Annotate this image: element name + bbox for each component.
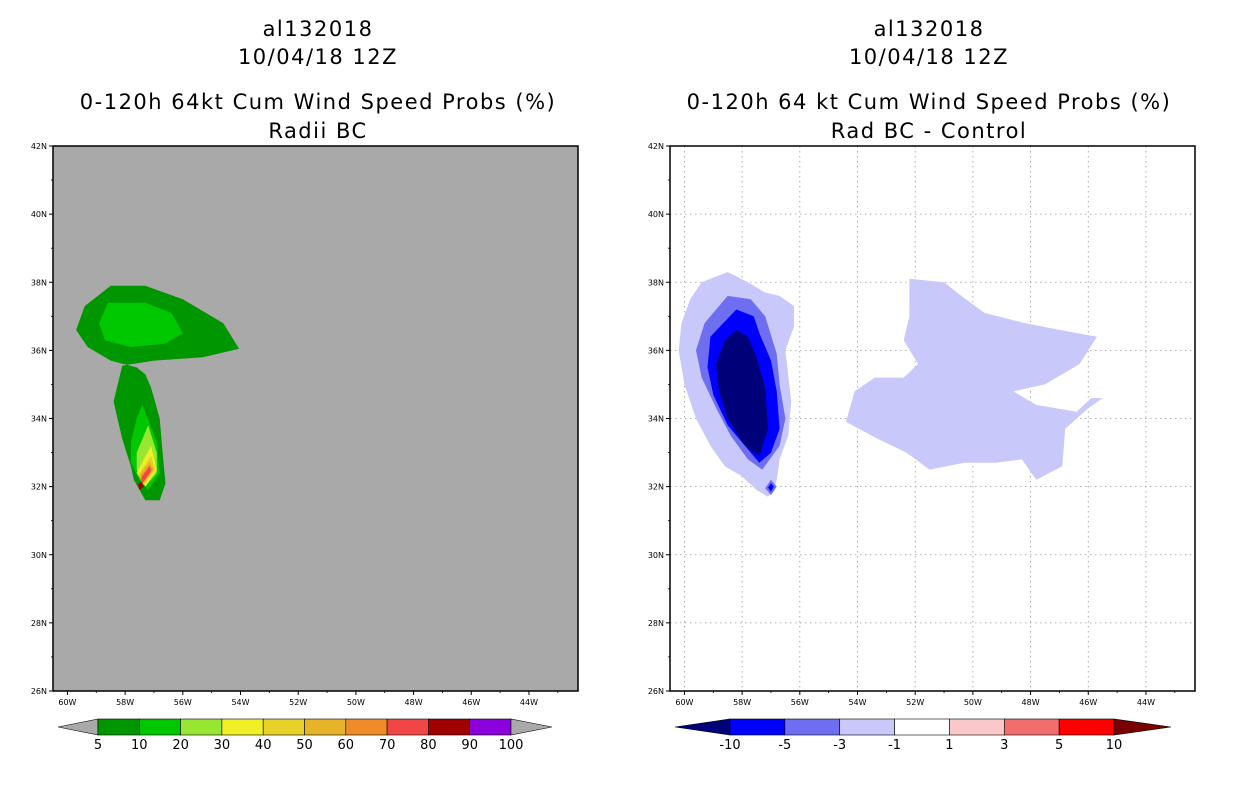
right-ytick-label-2: 30N	[648, 551, 664, 560]
left-colorbar-label-1: 10	[131, 738, 148, 753]
left-colorbar-label-6: 60	[338, 738, 355, 753]
left-title-subtitle: Radii BC	[268, 119, 368, 143]
panel-left: 60W 58W 56W 54W 52W 50W 48W 46W 44W 26N 28N 30N 32N 3…	[31, 142, 579, 753]
right-grid	[670, 146, 1195, 691]
right-xtick-label-4: 52W	[906, 698, 924, 707]
left-contour-8	[141, 466, 152, 484]
right-xtick-label-6: 48W	[1022, 698, 1040, 707]
right-xtick-label-0: 60W	[675, 698, 693, 707]
right-colorbar-swatch-4	[949, 718, 1005, 736]
right-colorbar-label-4: 1	[945, 738, 953, 753]
left-ytick-label-5: 36N	[31, 346, 47, 355]
right-colorbar-swatch-2	[839, 718, 895, 736]
right-colorbar-label-1: -5	[778, 738, 791, 753]
left-xtick-label-8: 44W	[520, 698, 538, 707]
left-xtick-label-2: 56W	[174, 698, 192, 707]
right-colorbar-label-6: 5	[1055, 738, 1063, 753]
left-xtick-label-7: 46W	[462, 698, 480, 707]
left-ytick-label-7: 40N	[31, 210, 47, 219]
left-colorbar-label-8: 80	[420, 738, 437, 753]
right-contours	[678, 272, 1103, 497]
left-colorbar-swatch-4	[262, 718, 305, 736]
right-ytick-label-4: 34N	[648, 415, 664, 424]
left-colorbar-label-7: 70	[379, 738, 396, 753]
left-xtick-label-0: 60W	[58, 698, 76, 707]
left-colorbar-swatch-9	[469, 718, 512, 736]
right-ytick-label-8: 42N	[648, 142, 664, 151]
right-xtick-label-2: 56W	[791, 698, 809, 707]
right-ytick-label-7: 40N	[648, 210, 664, 219]
left-colorbar-label-0: 5	[94, 738, 102, 753]
left-contour-1	[99, 302, 183, 347]
right-xtick-label-3: 54W	[848, 698, 866, 707]
left-colorbar-label-3: 30	[214, 738, 231, 753]
right-contour-1	[846, 278, 1103, 480]
left-colorbar-label-9: 90	[461, 738, 478, 753]
panel-right: 60W 58W 56W 54W 52W 50W 48W 46W 44W 26N 28N 30N 32N 3…	[648, 142, 1196, 753]
left-ytick-label-6: 38N	[31, 278, 47, 287]
left-colorbar-label-10: 100	[499, 738, 524, 753]
right-colorbar: -10 -5 -3 -1 1 3 5 10	[674, 718, 1172, 753]
left-contour-9	[138, 481, 144, 490]
left-xtick-label-1: 58W	[116, 698, 134, 707]
right-xtick-label-8: 44W	[1137, 698, 1155, 707]
left-colorbar-swatch-3	[221, 718, 264, 736]
right-colorbar-label-2: -3	[833, 738, 846, 753]
right-colorbar-swatch-1	[784, 718, 841, 736]
right-title-datetime: 10/04/18 12Z	[848, 45, 1010, 69]
left-colorbar-swatch-2	[180, 718, 223, 736]
right-colorbar-swatch-3	[894, 718, 950, 736]
left-ytick-label-3: 32N	[31, 483, 47, 492]
right-xtick-label-5: 50W	[964, 698, 982, 707]
right-colorbar-label-0: -10	[719, 738, 740, 753]
left-colorbar-label-5: 50	[296, 738, 313, 753]
left-colorbar-swatch-7	[386, 718, 429, 736]
left-ytick-label-4: 34N	[31, 415, 47, 424]
left-colorbar-left-arrow	[57, 718, 99, 736]
right-ytick-label-6: 38N	[648, 278, 664, 287]
left-colorbar-swatch-8	[428, 718, 470, 736]
left-xtick-label-4: 52W	[289, 698, 307, 707]
right-title-main: 0-120h 64 kt Cum Wind Speed Probs (%)	[686, 90, 1172, 114]
left-colorbar-swatch-6	[345, 718, 388, 736]
left-xtick-label-6: 48W	[405, 698, 423, 707]
right-colorbar-left-arrow	[674, 718, 731, 736]
left-colorbar: 5 10 20 30 40 50 60 70 80 90 100	[57, 718, 553, 753]
right-colorbar-label-5: 3	[1000, 738, 1008, 753]
right-ytick-label-1: 28N	[648, 619, 664, 628]
left-colorbar-swatch-0	[97, 718, 140, 736]
right-xtick-label-7: 46W	[1079, 698, 1097, 707]
left-title-datetime: 10/04/18 12Z	[237, 45, 399, 69]
left-colorbar-right-arrow	[510, 718, 553, 736]
right-colorbar-right-arrow	[1113, 718, 1172, 736]
left-ytick-label-8: 42N	[31, 142, 47, 151]
right-colorbar-label-3: -1	[888, 738, 901, 753]
right-colorbar-swatch-6	[1058, 718, 1115, 736]
right-title-storm-id: al132018	[873, 17, 985, 41]
left-xtick-label-3: 54W	[231, 698, 249, 707]
right-contour-4	[716, 329, 769, 456]
left-colorbar-swatch-5	[304, 718, 347, 736]
right-colorbar-swatch-0	[729, 718, 786, 736]
left-xtick-label-5: 50W	[347, 698, 365, 707]
right-title-subtitle: Rad BC - Control	[830, 119, 1028, 143]
left-colorbar-swatch-1	[139, 718, 181, 736]
right-ytick-label-5: 36N	[648, 346, 664, 355]
right-ytick-label-0: 26N	[648, 687, 664, 696]
left-ytick-label-1: 28N	[31, 619, 47, 628]
left-colorbar-label-4: 40	[255, 738, 272, 753]
left-ytick-label-0: 26N	[31, 687, 47, 696]
right-colorbar-label-7: 10	[1106, 738, 1123, 753]
right-contour-6	[768, 483, 774, 492]
left-contours	[76, 285, 240, 501]
left-ytick-label-2: 30N	[31, 551, 47, 560]
left-colorbar-label-2: 20	[172, 738, 189, 753]
right-xtick-label-1: 58W	[733, 698, 751, 707]
left-title-main: 0-120h 64kt Cum Wind Speed Probs (%)	[79, 90, 557, 114]
right-colorbar-swatch-5	[1003, 718, 1060, 736]
left-title-storm-id: al132018	[262, 17, 374, 41]
right-ytick-label-3: 32N	[648, 483, 664, 492]
